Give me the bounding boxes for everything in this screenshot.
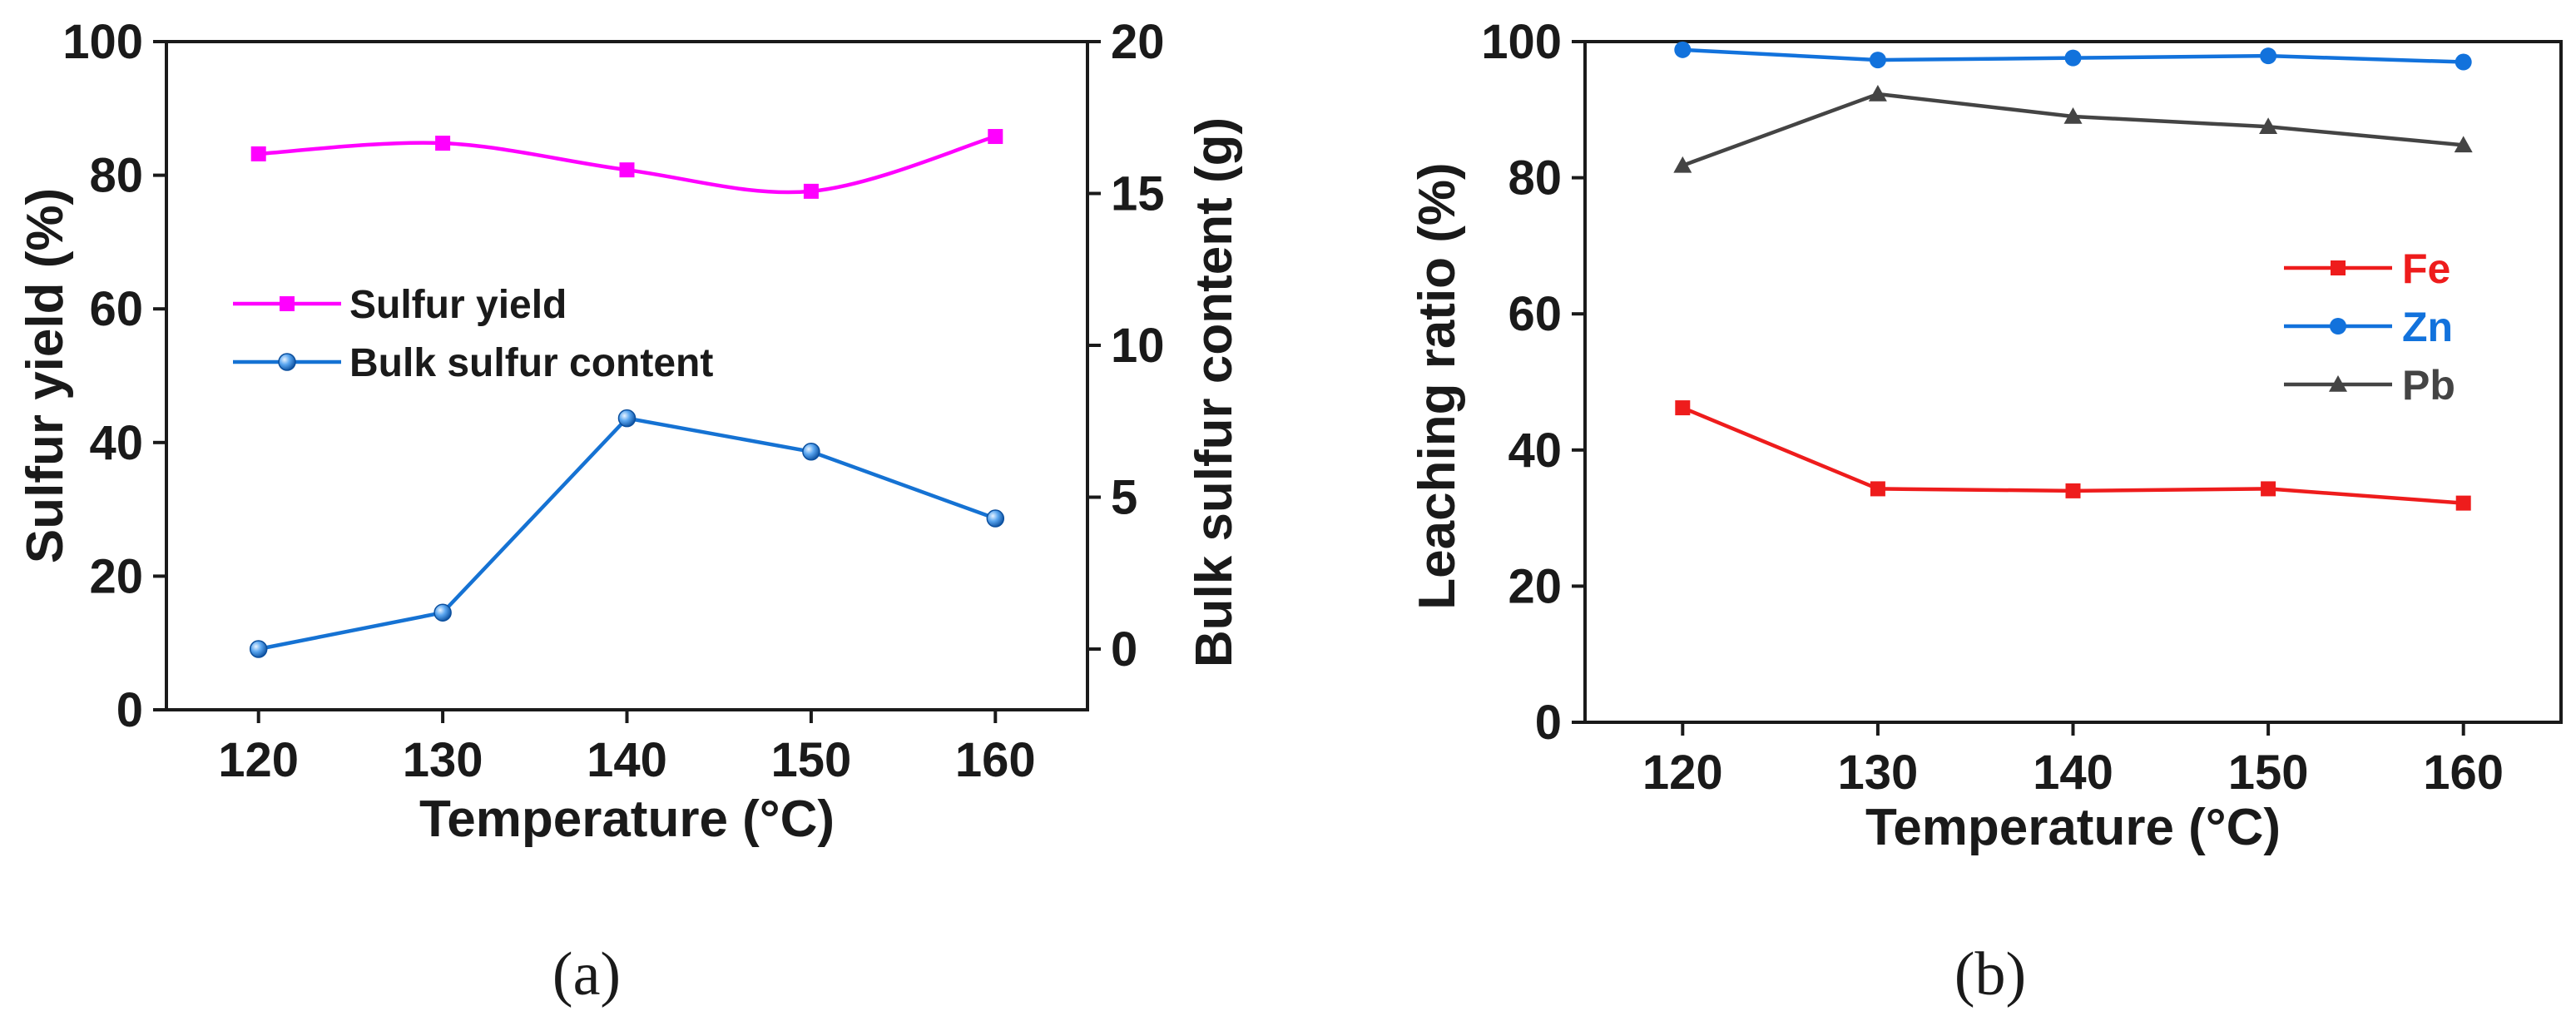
legend-label: Fe: [2402, 245, 2450, 292]
panel-a-label: (a): [552, 940, 621, 1009]
data-point-sulfur-yield: [619, 162, 635, 178]
y2-tick-label: 10: [1111, 319, 1165, 373]
data-point-pb: [2063, 107, 2083, 124]
series-line-pb: [1682, 92, 2464, 167]
y2-axis-title: Bulk sulfur content (g): [1186, 117, 1243, 667]
legend-marker: [278, 353, 296, 371]
data-point-bulk-sulfur-content: [617, 409, 637, 428]
panel-b-label: (b): [1954, 940, 2026, 1009]
data-point-pb: [1868, 84, 1887, 102]
data-point-pb: [2454, 136, 2473, 153]
data-point-bulk-sulfur-content: [249, 640, 268, 658]
data-point-bulk-sulfur-content: [986, 509, 1005, 528]
y2-tick-label: 15: [1111, 167, 1165, 221]
legend-label: Sulfur yield: [349, 283, 567, 327]
data-point-fe: [1675, 400, 1691, 416]
data-point-zn: [2064, 49, 2082, 67]
data-point-pb: [1673, 156, 1692, 173]
x-tick-label: 150: [2228, 746, 2309, 800]
x-tick-label: 160: [2423, 746, 2504, 800]
data-point-zn: [1869, 52, 1886, 69]
series-line-bulk-sulfur-content: [258, 416, 997, 652]
data-point-sulfur-yield: [803, 183, 819, 199]
data-point-zn: [2260, 47, 2277, 65]
data-point-fe: [2455, 495, 2471, 511]
data-point-pb: [2259, 117, 2278, 135]
data-point-fe: [2261, 481, 2276, 497]
x-tick-label: 130: [403, 733, 483, 787]
data-point-bulk-sulfur-content: [802, 443, 820, 461]
chart-b: 120 130 140 150 160 0 20 40 60 80 100 Fe Zn Pb Tempera…: [1409, 15, 2563, 856]
y2-tick-label: 0: [1111, 622, 1137, 677]
data-point-zn: [2455, 53, 2472, 71]
y-tick-label: 20: [1508, 559, 1562, 613]
data-point-sulfur-yield: [435, 136, 451, 151]
data-point-fe: [2065, 483, 2081, 498]
legend-marker: [280, 296, 295, 311]
y-tick-label: 100: [1481, 15, 1562, 69]
y-tick-label: 0: [1535, 696, 1562, 750]
y-axis-title: Leaching ratio (%): [1409, 162, 1466, 609]
y-tick-label: 60: [89, 282, 143, 336]
data-point-sulfur-yield: [988, 129, 1003, 145]
y-tick-label: 20: [89, 549, 143, 603]
data-point-zn: [1674, 41, 1692, 58]
plot-frame: [1583, 40, 2563, 724]
legend-marker: [2331, 260, 2346, 275]
x-tick-label: 160: [955, 733, 1036, 787]
legend-marker: [2329, 375, 2347, 392]
x-axis-title: Temperature (°C): [1865, 799, 2281, 856]
data-point-fe: [1870, 481, 1885, 497]
legend-label: Bulk sulfur content: [349, 341, 713, 385]
y-tick-label: 80: [89, 149, 143, 203]
data-point-bulk-sulfur-content: [433, 603, 452, 622]
y-tick-label: 0: [116, 683, 143, 737]
legend-label: Zn: [2402, 304, 2453, 350]
y-axis-title: Sulfur yield (%): [17, 188, 74, 563]
y-tick-label: 40: [1508, 424, 1562, 478]
y2-tick-label: 5: [1111, 471, 1137, 525]
x-tick-label: 120: [1642, 746, 1723, 800]
x-tick-label: 120: [218, 733, 299, 787]
x-tick-label: 150: [771, 733, 852, 787]
x-tick-label: 130: [1838, 746, 1919, 800]
y-tick-label: 100: [62, 15, 143, 69]
chart-a: 120 130 140 150 160 0 20 40 60 80 100 0 5 10 15 20 Sulfu…: [17, 15, 1243, 848]
y-tick-label: 40: [89, 416, 143, 470]
y-tick-label: 60: [1508, 287, 1562, 341]
y-tick-label: 80: [1508, 151, 1562, 206]
x-tick-label: 140: [2033, 746, 2113, 800]
legend-marker: [2330, 318, 2346, 335]
legend-label: Pb: [2402, 362, 2455, 409]
x-tick-label: 140: [587, 733, 667, 787]
plot-frame: [165, 40, 1089, 711]
x-axis-title: Temperature (°C): [419, 791, 835, 848]
y2-tick-label: 20: [1111, 15, 1165, 69]
data-point-sulfur-yield: [250, 146, 266, 161]
